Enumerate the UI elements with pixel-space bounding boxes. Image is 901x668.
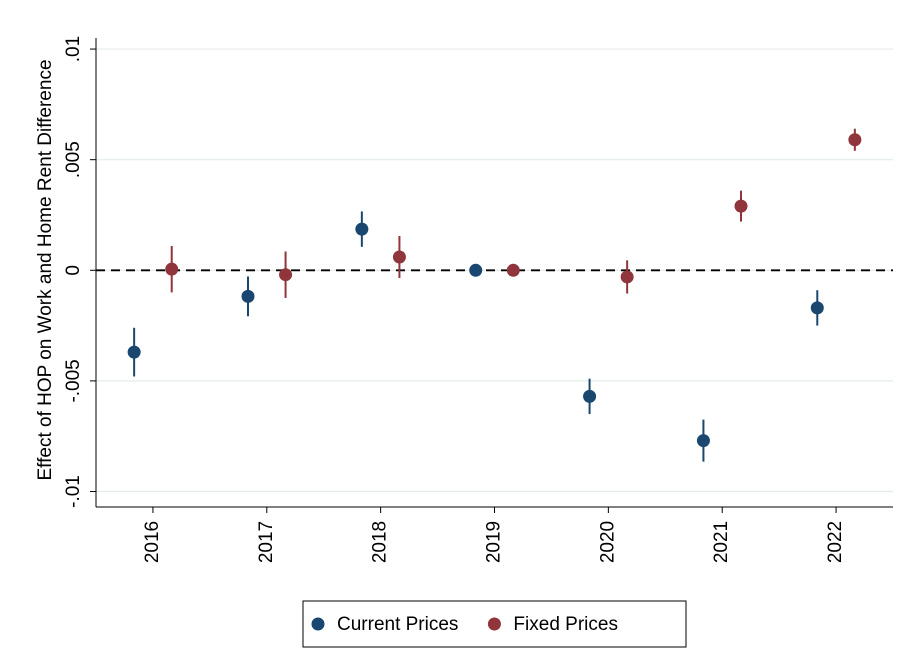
- y-tick-label: -.01: [63, 475, 84, 508]
- y-tick-label: -.005: [63, 359, 84, 402]
- y-tick-label: .005: [63, 141, 84, 178]
- x-tick-label: 2021: [711, 521, 732, 563]
- point: [810, 301, 824, 315]
- legend-label: Fixed Prices: [513, 614, 618, 635]
- point: [734, 199, 748, 213]
- point: [469, 263, 483, 277]
- point: [583, 389, 597, 403]
- x-tick-label: 2017: [256, 521, 277, 563]
- point: [127, 345, 141, 359]
- point: [165, 262, 179, 276]
- x-tick-label: 2022: [825, 521, 846, 563]
- point: [392, 250, 406, 264]
- point: [506, 263, 520, 277]
- y-tick-label: 0: [63, 265, 84, 276]
- legend-marker: [487, 617, 501, 631]
- point: [279, 268, 293, 282]
- point: [620, 270, 634, 284]
- y-tick-label: .01: [63, 36, 84, 62]
- point: [241, 289, 255, 303]
- point: [355, 222, 369, 236]
- point: [848, 133, 862, 147]
- y-axis-label: Effect of HOP on Work and Home Rent Diff…: [35, 59, 56, 480]
- point: [696, 434, 710, 448]
- legend-label: Current Prices: [337, 614, 458, 635]
- x-tick-label: 2020: [597, 521, 618, 563]
- legend-marker: [311, 617, 325, 631]
- x-tick-label: 2018: [370, 521, 391, 563]
- x-tick-label: 2019: [484, 521, 505, 563]
- x-tick-label: 2016: [142, 521, 163, 563]
